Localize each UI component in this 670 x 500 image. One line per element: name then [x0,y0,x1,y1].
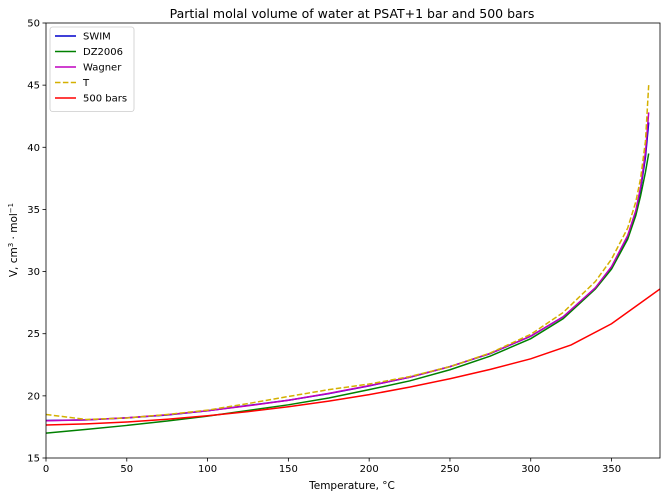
legend-label-wagner: Wagner [83,63,122,74]
y-axis-label-part-2: · mol [8,213,20,243]
y-tick-label: 50 [27,19,40,30]
x-tick-label: 300 [521,464,540,475]
legend-label-t: T [82,78,90,89]
x-axis-label: Temperature, °C [308,480,395,492]
legend-label-swim: SWIM [83,32,111,43]
y-tick-label: 40 [27,143,40,154]
y-axis-label-sup-2: −1 [7,203,15,213]
plot-area: 0 50 100 150 200 250 300 350 15 20 25 30 35 40 45 50 [27,19,661,475]
legend-label-dz2006: DZ2006 [83,47,123,58]
x-tick-label: 150 [279,464,298,475]
y-axis-label-sup-1: 3 [7,243,15,247]
y-axis-label: V, cm3 · mol−1 [7,203,20,277]
legend-box [49,26,135,112]
series-line-500-bars [46,288,660,426]
y-tick-label: 20 [27,391,40,402]
y-tick-label: 25 [27,329,40,340]
x-tick-label: 100 [198,464,217,475]
chart-title: Partial molal volume of water at PSAT+1 … [170,6,535,21]
x-tick-label: 200 [360,464,379,475]
legend: SWIM DZ2006 Wagner T 500 bars [49,26,135,112]
y-tick-label: 45 [27,81,40,92]
x-tick-label: 250 [440,464,459,475]
legend-label-500-bars: 500 bars [83,94,127,105]
y-tick-label: 35 [27,205,40,216]
series-line-dz2006 [46,153,650,434]
y-axis-label-part-1: V, cm [8,247,20,277]
x-tick-label: 350 [602,464,621,475]
y-tick-label: 30 [27,267,40,278]
y-tick-label: 15 [27,454,40,465]
x-tick-label: 0 [43,464,49,475]
x-tick-label: 50 [120,464,133,475]
series-line-t [46,85,650,421]
axes-frame [45,22,661,459]
